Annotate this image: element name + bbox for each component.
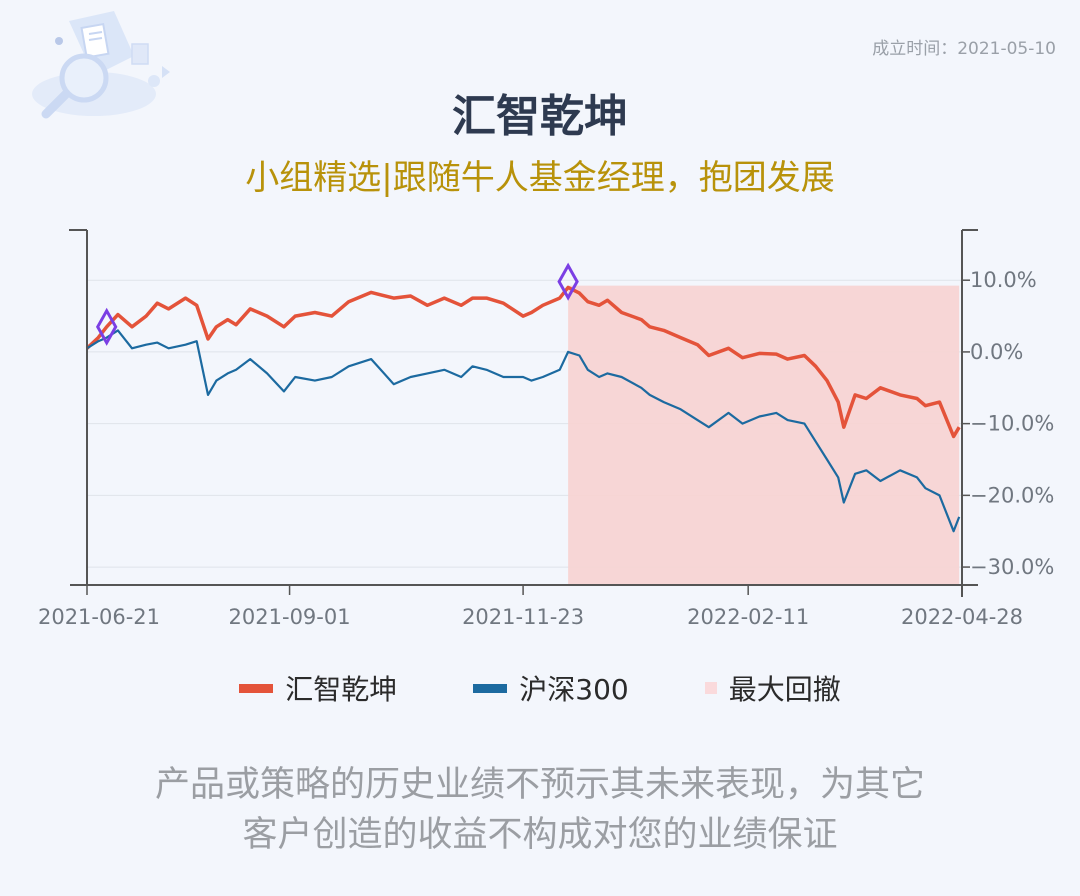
max-drawdown-area (568, 285, 960, 585)
series-line-fund (85, 285, 961, 439)
y-tick-labels: 10.0% 0.0% −10.0% −20.0% −30.0% (970, 268, 1054, 579)
legend-label-drawdown: 最大回撤 (728, 673, 841, 706)
marker-diamond-0 (95, 307, 118, 346)
disclaimer-line-1: 产品或策略的历史业绩不预示其未来表现，为其它 (154, 765, 925, 805)
x-tick-label-2: 2021-11-23 (462, 605, 584, 629)
legend-label-fund: 汇智乾坤 (285, 673, 398, 706)
legend-item-drawdown: 最大回撤 (704, 668, 841, 708)
markers (95, 262, 579, 346)
y-tick-label-2: −10.0% (970, 412, 1054, 436)
max-drawdown-region (568, 285, 960, 585)
legend-swatch-drawdown (704, 682, 717, 694)
x-tick-label-1: 2021-09-01 (229, 605, 351, 629)
established-date: 成立时间：2021-05-10 (872, 39, 1056, 59)
legend: 汇智乾坤 沪深300 最大回撤 (0, 668, 1080, 708)
legend-item-fund: 汇智乾坤 (239, 668, 397, 708)
disclaimer: 产品或策略的历史业绩不预示其未来表现，为其它 客户创造的收益不构成对您的业绩保证 (0, 760, 1080, 860)
legend-swatch-index (473, 683, 508, 693)
legend-swatch-fund (239, 683, 274, 693)
page-subtitle: 小组精选|跟随牛人基金经理，抱团发展 (245, 158, 835, 198)
performance-chart: 2021-06-21 2021-09-01 2021-11-23 2022-02-11… (38, 229, 1054, 629)
y-tick-label-1: 0.0% (970, 340, 1023, 364)
x-tick-labels: 2021-06-21 2021-09-01 2021-11-23 2022-02-11… (38, 605, 1023, 629)
marker-diamond-1 (557, 262, 579, 301)
disclaimer-line-2: 客户创造的收益不构成对您的业绩保证 (242, 815, 838, 855)
y-tick-label-0: 10.0% (970, 268, 1037, 292)
search-illustration-icon (32, 11, 170, 119)
y-tick-label-4: −30.0% (970, 555, 1054, 579)
y-tick-label-3: −20.0% (970, 483, 1054, 507)
legend-item-index: 沪深300 (473, 668, 629, 708)
series-line-index (86, 329, 961, 533)
series-lines (85, 285, 961, 533)
x-tick-label-0: 2021-06-21 (38, 605, 160, 629)
legend-label-index: 沪深300 (519, 673, 629, 706)
page-title: 汇智乾坤 (452, 91, 628, 142)
x-tick-label-4: 2022-04-28 (901, 605, 1023, 629)
axes (69, 229, 978, 597)
x-tick-label-3: 2022-02-11 (687, 605, 809, 629)
